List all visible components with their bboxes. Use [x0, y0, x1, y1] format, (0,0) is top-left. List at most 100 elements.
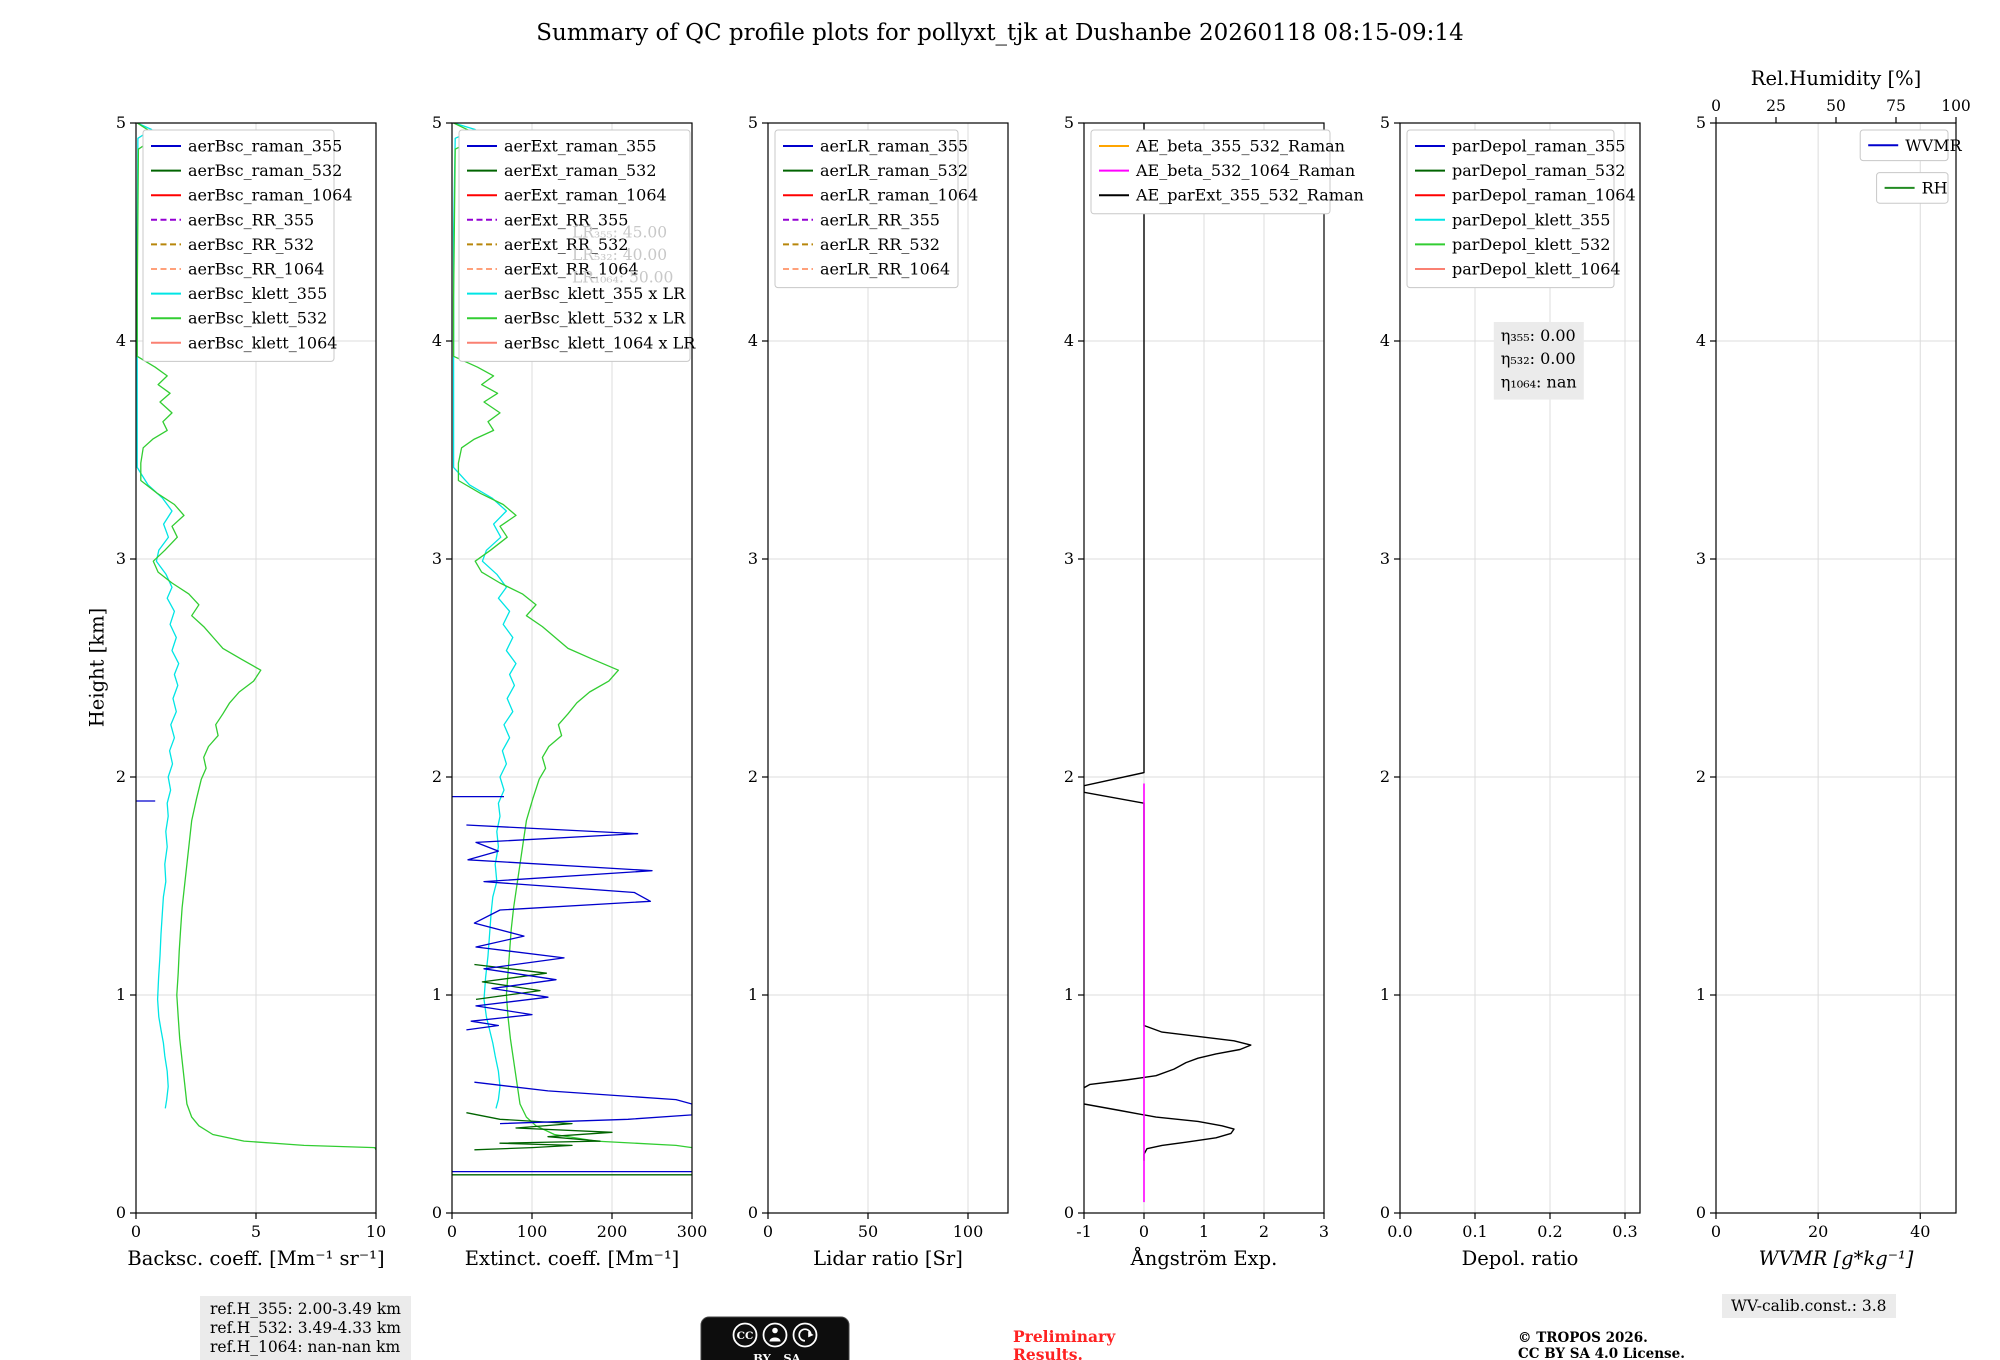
- x-tick-label: 0: [1711, 1222, 1721, 1241]
- panel-backscatter: 0 5 10 0 1 2 3 4 5 aerBsc_raman_355 aerBsc_raman_5…: [116, 113, 386, 1270]
- legend-label: aerBsc_klett_355 x LR: [504, 284, 686, 303]
- legend-label: aerExt_raman_355: [504, 137, 657, 156]
- legend-label: aerBsc_RR_355: [188, 210, 314, 229]
- x-tick-label: 0: [131, 1222, 141, 1241]
- y-tick-label: 5: [116, 113, 126, 132]
- page-title: Summary of QC profile plots for pollyxt_…: [536, 20, 1464, 46]
- ref-height-1064: ref.H_1064: nan-nan km: [210, 1338, 401, 1356]
- legend-label: aerBsc_klett_355: [188, 284, 327, 303]
- panel-angstroem: -1 0 1 2 3012345AE_beta_355_532_RamanAE_beta…: [1064, 113, 1364, 1270]
- x-tick-label: 200: [597, 1222, 628, 1241]
- y-tick-label: 5: [1696, 113, 1706, 132]
- attribution-person-body: [769, 1337, 781, 1342]
- copyright-line-1: © TROPOS 2026.: [1518, 1330, 1648, 1346]
- legend-label: parDepol_klett_532: [1452, 235, 1610, 254]
- y-tick-label: 0: [1380, 1203, 1390, 1222]
- xlabel-wvmr: WVMR [g*kg⁻¹]: [1759, 1247, 1914, 1270]
- legend-label: aerBsc_klett_1064: [188, 333, 337, 352]
- y-tick-label: 4: [1380, 331, 1390, 350]
- y-tick-label: 0: [748, 1203, 758, 1222]
- legend-label: aerLR_raman_355: [820, 137, 968, 156]
- legend-label: aerExt_raman_1064: [504, 186, 667, 205]
- legend-label: aerBsc_RR_1064: [188, 260, 324, 279]
- y-tick-label: 4: [748, 331, 758, 350]
- legend-box: [774, 129, 959, 289]
- y-tick-label: 2: [748, 767, 758, 786]
- cc-sa-label: SA: [783, 1351, 801, 1360]
- x-tick-label: 0: [1139, 1222, 1149, 1241]
- x-tick-label: 3: [1319, 1222, 1329, 1241]
- x-tick-label: 0.0: [1387, 1222, 1412, 1241]
- legend-label: aerBsc_klett_532 x LR: [504, 309, 686, 328]
- attribution-person-icon: [772, 1327, 778, 1334]
- y-tick-label: 4: [116, 331, 126, 350]
- top-tick-label: 25: [1766, 97, 1786, 115]
- top-tick-label: 0: [1711, 97, 1721, 115]
- series-group: [1084, 123, 1252, 1203]
- legend-label: aerLR_RR_355: [820, 210, 940, 229]
- series-aerBsc_klett_355_x_LR: [452, 123, 517, 1109]
- annotation-line: η₅₃₂: 0.00: [1501, 349, 1576, 368]
- y-tick-label: 3: [748, 549, 758, 568]
- top-tick-label: 100: [1941, 97, 1971, 115]
- series-group: [452, 123, 692, 1176]
- series-aerExt_raman_532: [474, 963, 548, 1001]
- x-tick-label: 10: [366, 1222, 386, 1241]
- annotation-line: η₁₀₆₄: nan: [1501, 372, 1577, 391]
- legend-label: aerExt_RR_355: [504, 210, 628, 229]
- panel-extinction: 0 100 200 300 0 1 2 3 4 5 aerExt_raman_355 aerExt_r…: [432, 113, 707, 1270]
- legend-label: WVMR: [1905, 136, 1962, 155]
- ref-height-annotation: ref.H_355: 2.00-3.49 km ref.H_532: 3.49-…: [200, 1296, 411, 1360]
- y-tick-label: 5: [1064, 113, 1074, 132]
- series-aerBsc_klett_532: [136, 123, 376, 1151]
- legend-box: [1859, 129, 1949, 162]
- preliminary-line-2: Results.: [1013, 1345, 1083, 1360]
- legend-box: [1406, 129, 1615, 289]
- annotation-line: LR₁₀₆₄: 50.00: [572, 268, 673, 286]
- y-tick-label: 4: [1696, 331, 1706, 350]
- y-tick-label: 3: [116, 549, 126, 568]
- x-tick-label: 0.3: [1612, 1222, 1637, 1241]
- x-tick-label: -1: [1076, 1222, 1092, 1241]
- legend-label: parDepol_raman_532: [1452, 161, 1625, 180]
- axes-frame: [1399, 122, 1641, 1214]
- x-tick-label: 50: [858, 1222, 878, 1241]
- x-tick-label: 0.1: [1462, 1222, 1487, 1241]
- legend-label: aerBsc_raman_355: [188, 137, 342, 156]
- y-tick-label: 2: [116, 767, 126, 786]
- y-tick-label: 3: [1064, 549, 1074, 568]
- top-tick-label: 75: [1886, 97, 1906, 115]
- copyright-note: © TROPOS 2026. CC BY SA 4.0 License.: [1518, 1330, 1685, 1360]
- annotation-line: η₃₅₅: 0.00: [1501, 326, 1576, 345]
- legend-label: AE_parExt_355_532_Raman: [1135, 186, 1364, 205]
- x-tick-label: 0.2: [1537, 1222, 1562, 1241]
- x-tick-label: 100: [517, 1222, 548, 1241]
- ref-height-532: ref.H_532: 3.49-4.33 km: [210, 1319, 401, 1337]
- y-tick-label: 2: [432, 767, 442, 786]
- sharealike-arrowhead: [808, 1331, 814, 1338]
- legend-label: parDepol_klett_355: [1452, 210, 1610, 229]
- legend-label: parDepol_klett_1064: [1452, 260, 1621, 279]
- x-tick-label: 2: [1259, 1222, 1269, 1241]
- preliminary-note: Preliminary Results.: [1013, 1328, 1115, 1360]
- y-tick-label: 1: [1696, 985, 1706, 1004]
- y-tick-label: 0: [432, 1203, 442, 1222]
- series-AE_parExt_355_532_Raman: [1084, 1103, 1235, 1161]
- preliminary-line-1: Preliminary: [1013, 1327, 1116, 1346]
- legend-box: [458, 129, 691, 362]
- legend-label: aerExt_RR_1064: [504, 260, 639, 279]
- legend-box: [1090, 129, 1331, 215]
- series-aerExt_raman_355: [474, 1081, 692, 1125]
- sharealike-circle-icon: [792, 1322, 818, 1348]
- cc-by-sa-badge: CC BY SA: [700, 1316, 850, 1360]
- legend-label: parDepol_raman_355: [1452, 137, 1625, 156]
- cc-circle-icon: [732, 1322, 758, 1348]
- cc-by-label: BY: [753, 1351, 772, 1360]
- y-tick-label: 2: [1696, 767, 1706, 786]
- legend-label: aerBsc_klett_1064 x LR: [504, 333, 696, 352]
- y-tick-label: 1: [1380, 985, 1390, 1004]
- y-tick-label: 1: [116, 985, 126, 1004]
- attribution-circle-icon: [762, 1322, 788, 1348]
